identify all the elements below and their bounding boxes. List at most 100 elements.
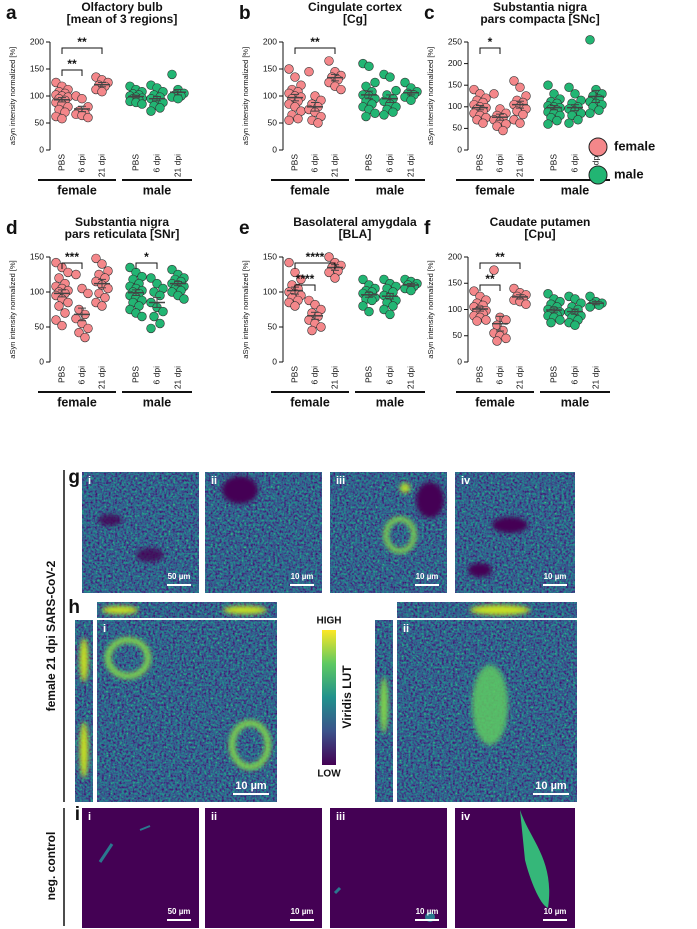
y-axis-label: aSyn intensity normalized [%] xyxy=(241,47,250,145)
x-tick-label: 21 dpi xyxy=(96,154,106,177)
group-label: female xyxy=(57,395,97,409)
data-point xyxy=(146,323,156,334)
significance-label: ** xyxy=(67,57,77,71)
y-tick-label: 100 xyxy=(30,90,44,100)
data-point xyxy=(146,106,156,116)
y-axis-label: aSyn intensity normalized [%] xyxy=(8,47,17,145)
x-tick-label: PBS xyxy=(474,154,484,171)
data-point xyxy=(179,294,189,304)
significance-bracket xyxy=(479,284,501,291)
y-tick-label: 0 xyxy=(457,356,462,366)
x-tick-label: 21 dpi xyxy=(590,154,600,177)
y-axis-label: aSyn intensity normalized [%] xyxy=(426,47,435,145)
data-point xyxy=(543,80,553,90)
data-point xyxy=(564,118,574,128)
data-point xyxy=(71,269,81,280)
significance-label: ** xyxy=(495,250,505,264)
data-point xyxy=(564,82,574,93)
significance-label: * xyxy=(488,35,493,49)
y-tick-label: 150 xyxy=(30,251,44,261)
y-tick-label: 0 xyxy=(272,356,277,366)
x-tick-label: 6 dpi xyxy=(384,154,394,173)
significance-bracket xyxy=(294,262,336,269)
data-point xyxy=(167,69,177,80)
significance-bracket xyxy=(61,262,83,269)
panel-letter: b xyxy=(239,3,251,24)
data-point xyxy=(543,289,553,299)
data-point xyxy=(543,119,553,129)
data-point xyxy=(406,285,416,296)
significance-label: *** xyxy=(65,250,79,264)
data-point xyxy=(336,84,346,95)
y-axis-label: aSyn intensity normalized [%] xyxy=(241,260,250,358)
y-tick-label: 150 xyxy=(448,79,462,89)
micrograph xyxy=(455,808,575,928)
x-tick-label: PBS xyxy=(289,154,299,171)
data-point xyxy=(358,274,368,285)
data-point xyxy=(57,113,67,124)
data-point xyxy=(304,66,314,77)
significance-bracket xyxy=(294,284,316,291)
data-point xyxy=(173,93,183,104)
data-point xyxy=(552,115,562,126)
data-point xyxy=(361,111,371,122)
data-point xyxy=(478,118,488,128)
x-tick-label: PBS xyxy=(548,366,558,383)
x-tick-label: PBS xyxy=(56,366,66,383)
imaging: female 21 dpi SARS-CoV-2 neg. control g … xyxy=(44,467,577,928)
data-point xyxy=(137,311,147,322)
y-tick-label: 200 xyxy=(30,36,44,46)
x-tick-label: PBS xyxy=(363,154,373,171)
data-point xyxy=(518,109,528,120)
significance-bracket xyxy=(135,262,158,269)
data-point xyxy=(330,273,340,283)
row-label: neg. control xyxy=(44,832,58,901)
chart-title: Basolateral amygdala xyxy=(293,215,417,229)
micrograph xyxy=(97,620,277,802)
x-tick-label: 21 dpi xyxy=(405,154,415,177)
data-point xyxy=(472,316,482,326)
data-point xyxy=(284,115,294,126)
data-point xyxy=(100,292,110,303)
significance-bracket xyxy=(61,47,103,54)
tile-label: ii xyxy=(403,623,409,635)
legend-swatch xyxy=(588,165,608,185)
y-tick-label: 0 xyxy=(272,144,277,154)
panel-letter: g xyxy=(68,467,80,488)
y-tick-label: 0 xyxy=(39,144,44,154)
x-tick-label: PBS xyxy=(363,366,373,383)
y-tick-label: 200 xyxy=(448,58,462,68)
x-tick-label: 6 dpi xyxy=(309,154,319,173)
data-point xyxy=(313,118,323,128)
data-point xyxy=(370,77,380,88)
group-label: male xyxy=(376,183,405,197)
x-tick-label: PBS xyxy=(130,366,140,383)
y-tick-label: 50 xyxy=(268,117,278,127)
lut-high: HIGH xyxy=(317,616,342,627)
data-point xyxy=(77,93,87,104)
significance-bracket xyxy=(61,69,83,76)
chart-title: pars compacta [SNc] xyxy=(480,12,599,26)
tile-label: iv xyxy=(461,811,471,823)
data-point xyxy=(155,318,165,329)
data-point xyxy=(364,61,374,72)
data-point xyxy=(60,308,70,318)
data-point xyxy=(379,110,389,120)
data-point xyxy=(388,301,398,311)
panel-letter: c xyxy=(424,3,435,24)
data-point xyxy=(391,85,401,96)
significance-label: ** xyxy=(77,35,87,49)
data-point xyxy=(498,125,508,136)
x-tick-label: 6 dpi xyxy=(151,366,161,385)
data-point xyxy=(370,108,380,118)
y-tick-label: 150 xyxy=(263,63,277,73)
data-point xyxy=(364,306,374,317)
chart-title: [Cpu] xyxy=(524,227,555,241)
data-point xyxy=(594,105,604,115)
data-point xyxy=(585,108,595,118)
data-point xyxy=(515,118,525,128)
data-point xyxy=(509,76,519,86)
x-tick-label: 21 dpi xyxy=(172,154,182,177)
chart-title: Substantia nigra xyxy=(75,215,169,229)
x-tick-label: 6 dpi xyxy=(569,154,579,173)
